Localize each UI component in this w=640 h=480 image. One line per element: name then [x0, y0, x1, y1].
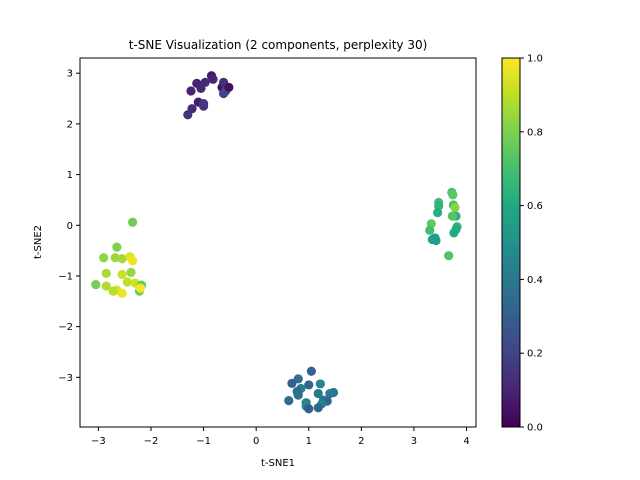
data-point	[127, 217, 138, 227]
data-point	[208, 74, 218, 84]
data-point	[101, 281, 111, 291]
data-point	[433, 207, 443, 218]
data-point	[117, 269, 127, 280]
data-point	[431, 235, 441, 246]
colorbar-tick-label: 0.2	[527, 349, 543, 360]
data-point	[198, 99, 209, 109]
x-tick-label: 4	[463, 436, 469, 447]
x-tick-label: −2	[144, 436, 159, 447]
y-tick-label: −1	[58, 271, 73, 282]
x-tick-label: 2	[358, 436, 364, 447]
y-tick-label: 2	[67, 119, 73, 130]
y-tick-label: 3	[67, 69, 73, 80]
data-point	[287, 378, 297, 389]
data-point	[108, 286, 118, 296]
colorbar-tick-label: 0.0	[527, 423, 543, 434]
data-point	[304, 380, 314, 390]
data-point	[449, 228, 459, 238]
y-tick-label: −2	[58, 322, 73, 333]
colorbar-axis: 0.0 0.2 0.4 0.6 0.8 1.0	[520, 54, 543, 434]
x-tick-label: −1	[196, 436, 211, 447]
data-point	[306, 366, 316, 376]
x-tick-label: −3	[91, 436, 106, 447]
data-point	[448, 190, 458, 200]
data-point	[444, 251, 454, 261]
data-point	[117, 254, 127, 264]
x-axis-label: t-SNE1	[261, 458, 295, 469]
data-point	[99, 253, 109, 263]
colorbar-tick-label: 0.4	[527, 275, 543, 286]
y-axis-label: t-SNE2	[33, 225, 44, 259]
data-point	[315, 379, 325, 389]
data-point	[325, 388, 335, 399]
data-point	[284, 396, 294, 406]
y-tick-label: 1	[67, 170, 73, 181]
data-point	[447, 211, 457, 221]
x-axis: −3 −2 −1 0 1 2 3 4	[91, 427, 470, 447]
data-point	[200, 77, 210, 87]
data-point	[187, 104, 197, 114]
plot-frame	[79, 57, 477, 428]
data-point	[293, 390, 303, 400]
data-point	[112, 242, 122, 252]
data-point	[313, 403, 323, 413]
x-tick-label: 1	[306, 436, 312, 447]
data-point	[304, 404, 314, 414]
data-point	[91, 279, 101, 290]
data-point	[425, 225, 435, 235]
y-tick-label: −3	[58, 373, 73, 384]
y-tick-label: 0	[67, 221, 73, 232]
data-point	[450, 202, 460, 213]
data-point	[101, 268, 111, 279]
data-point	[117, 288, 127, 298]
data-point	[127, 256, 138, 266]
colorbar-tick-label: 0.6	[527, 201, 543, 212]
x-tick-label: 0	[253, 436, 259, 447]
data-point	[110, 253, 120, 263]
scatter-points	[91, 71, 462, 414]
data-point	[135, 283, 146, 293]
colorbar-tick-label: 1.0	[527, 54, 543, 65]
y-axis: −3 −2 −1 0 1 2 3	[58, 69, 80, 384]
data-point	[313, 388, 323, 399]
chart-title: t-SNE Visualization (2 components, perpl…	[129, 38, 428, 52]
x-tick-label: 3	[411, 436, 417, 447]
data-point	[126, 267, 136, 278]
data-point	[186, 86, 196, 96]
data-point	[224, 82, 234, 92]
data-point	[122, 277, 132, 287]
colorbar	[501, 57, 521, 428]
colorbar-tick-label: 0.8	[527, 127, 543, 138]
data-point	[293, 374, 303, 384]
